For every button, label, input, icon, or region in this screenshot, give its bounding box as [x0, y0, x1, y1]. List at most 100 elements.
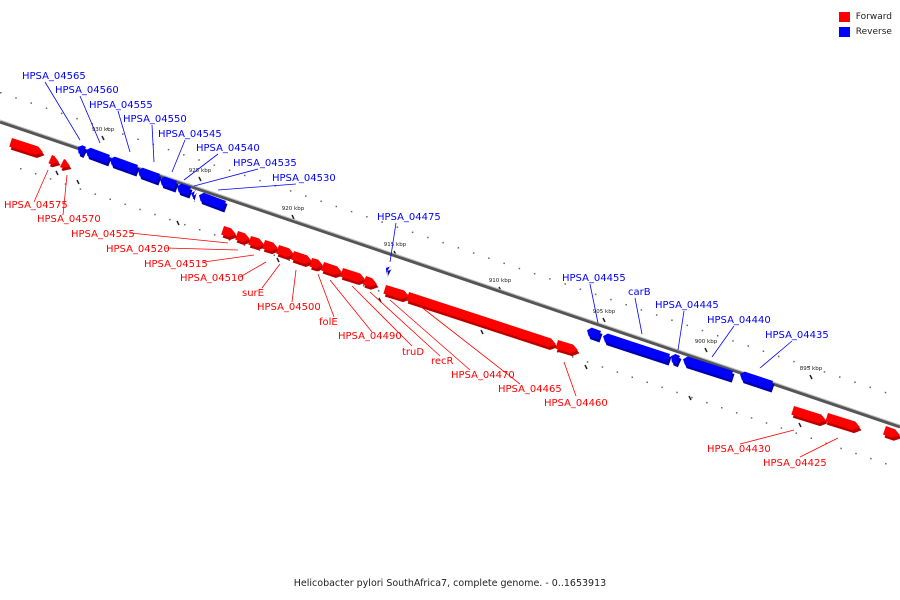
ruler-dot [533, 272, 536, 275]
ruler-dot [823, 371, 826, 373]
label-leaders [33, 81, 839, 458]
ruler-dot [198, 159, 200, 161]
ruler-dot [884, 391, 887, 394]
ruler-dot [571, 356, 574, 358]
ruler-dot [258, 249, 261, 251]
legend-forward: Forward [838, 9, 892, 24]
ruler-dot [396, 226, 399, 228]
ruler-dot [701, 329, 704, 332]
ruler-dot [631, 376, 634, 378]
ruler-dot [273, 254, 276, 256]
hpsa-04550-label: HPSA_04550 [123, 114, 187, 125]
trud-leader [351, 285, 413, 347]
hpsa-04455-leader [589, 283, 599, 324]
hpsa-04510-label: HPSA_04510 [180, 273, 244, 284]
hpsa-04530-leader [217, 183, 297, 191]
hpsa-04425-leader [799, 437, 839, 458]
hpsa-04430-label: HPSA_04430 [707, 444, 771, 455]
ruler-dot [640, 309, 643, 311]
ruler-dot [661, 386, 663, 389]
ruler-dot [305, 195, 307, 197]
hpsa-04460-leader [563, 361, 577, 397]
gene-hpsa-04535 [191, 190, 198, 202]
ruler-dot [488, 257, 490, 259]
hpsa-04445-leader [677, 310, 685, 351]
ruler-dot [716, 334, 719, 337]
gene-hpsa-04490 [321, 262, 344, 278]
legend: Forward Reverse [838, 9, 892, 39]
gene-hpsa-04570 [48, 155, 61, 168]
gene-hpsa-04445 [671, 354, 682, 368]
ruler-dot [64, 183, 67, 185]
gene-hpsa-04430 [791, 406, 828, 427]
ruler-dot [646, 381, 648, 384]
major-tick [602, 317, 606, 323]
gene-sure [276, 245, 296, 260]
carb-label: carB [628, 287, 651, 298]
hpsa-04540-label: HPSA_04540 [196, 143, 260, 154]
hpsa-04550-leader [151, 124, 155, 163]
gene-hpsa-04545 [160, 176, 179, 193]
hpsa-04570-leader [62, 174, 68, 216]
ruler-dot [549, 278, 551, 280]
hpsa-04560-label: HPSA_04560 [55, 85, 119, 96]
major-tick [809, 374, 813, 380]
hpsa-04510-leader [239, 261, 267, 278]
ruler-dot [564, 283, 566, 285]
ruler-dot [289, 190, 292, 192]
caption: Helicobacter pylori SouthAfrica7, comple… [293, 578, 607, 589]
ruler-dot [183, 154, 185, 156]
minor-tick [688, 395, 692, 401]
ruler-dot [169, 218, 171, 221]
hpsa-04555-leader [117, 110, 131, 153]
ruler-dot [855, 452, 857, 455]
ruler-dot [213, 164, 216, 166]
ruler-dot [243, 244, 246, 246]
hpsa-04430-leader [739, 429, 795, 445]
ruler-dot [154, 213, 156, 216]
tick-label: 910 kbp [489, 278, 512, 284]
gene-hpsa-04565 [78, 145, 88, 159]
hpsa-04435-leader [759, 340, 793, 369]
hpsa-04520-leader [165, 247, 239, 251]
ruler-dot [228, 169, 231, 172]
ruler-dot [91, 123, 94, 125]
ruler-dot [765, 422, 768, 424]
gene-hpsa-04570b [59, 159, 72, 171]
ruler-dot [686, 324, 688, 327]
ruler-dot [735, 412, 738, 414]
hpsa-04565-label: HPSA_04565 [22, 71, 86, 82]
hpsa-04445-label: HPSA_04445 [655, 300, 719, 311]
ruler-dot [124, 203, 126, 206]
hpsa-04465-label: HPSA_04465 [498, 384, 562, 395]
hpsa-04490-leader [329, 279, 373, 333]
ruler-dot [49, 178, 52, 180]
gene-features [9, 138, 900, 441]
gene-hpsa-04530 [199, 192, 228, 213]
hpsa-04575-label: HPSA_04575 [4, 200, 68, 211]
ruler-dot [0, 92, 2, 94]
trud-label: truD [402, 347, 424, 358]
tick-label: 900 kbp [695, 339, 718, 345]
tick-label: 895 kbp [800, 366, 823, 372]
ruler-ticks: 930 kbp 925 kbp 920 kbp 915 kbp 910 kbp 905 k… [0, 92, 887, 465]
tick-label: 915 kbp [384, 242, 407, 248]
hpsa-04435-label: HPSA_04435 [765, 330, 829, 341]
ruler-dot [869, 386, 871, 389]
ruler-dot [625, 303, 627, 306]
ruler-dot [244, 174, 246, 177]
hpsa-04490-label: HPSA_04490 [338, 331, 402, 342]
ruler-dot [381, 221, 383, 223]
legend-reverse-label: Reverse [855, 26, 892, 37]
gene-hpsa-04515 [248, 236, 266, 251]
ruler-dot [61, 112, 63, 115]
hpsa-04475-leader [389, 222, 397, 263]
hpsa-04535-leader [193, 168, 259, 187]
gene-hpsa-04435 [740, 371, 775, 393]
major-tick [198, 176, 202, 182]
legend-reverse: Reverse [838, 24, 892, 39]
legend-forward-label: Forward [855, 11, 892, 22]
ruler-dot [45, 107, 48, 110]
ruler-dot [377, 290, 380, 292]
